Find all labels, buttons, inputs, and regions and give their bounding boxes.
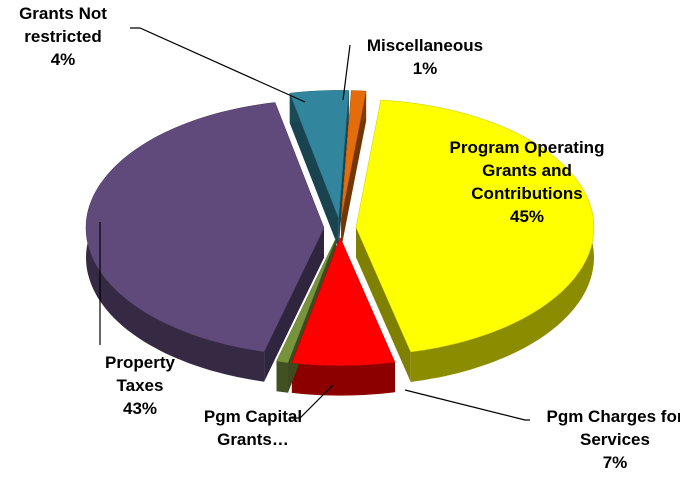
label-name: Pgm Capital Grants… bbox=[203, 407, 303, 449]
slice-label: Pgm Capital Grants… bbox=[203, 405, 303, 451]
label-name: Program Operating Grants and Contributio… bbox=[449, 138, 605, 203]
label-value: 4% bbox=[50, 50, 76, 69]
leader-line bbox=[290, 384, 334, 419]
slice bbox=[355, 99, 595, 353]
label-value: 45% bbox=[509, 207, 545, 226]
label-name: Miscellaneous bbox=[366, 36, 484, 55]
slice-face bbox=[264, 227, 324, 382]
leader-lines bbox=[99, 27, 530, 421]
slice-side bbox=[291, 362, 395, 396]
leader-line bbox=[404, 389, 530, 421]
slice-face bbox=[341, 91, 367, 249]
slice bbox=[291, 236, 396, 366]
slice-face bbox=[338, 90, 349, 249]
slice-label: Miscellaneous 1% bbox=[345, 34, 505, 80]
leader-line bbox=[342, 44, 351, 101]
leader-line bbox=[130, 27, 306, 103]
label-name: Grants Not restricted bbox=[19, 4, 107, 46]
label-value: 43% bbox=[122, 399, 158, 418]
slices bbox=[85, 90, 595, 396]
slice-side bbox=[276, 361, 288, 393]
slice-label: Program Operating Grants and Contributio… bbox=[427, 136, 627, 228]
label-name: Property Taxes bbox=[105, 353, 175, 395]
slice-face bbox=[356, 227, 411, 382]
slice-label: Grants Not restricted 4% bbox=[3, 2, 123, 71]
slice bbox=[289, 90, 350, 219]
label-name: Pgm Charges for Services bbox=[546, 407, 680, 449]
slice bbox=[276, 237, 337, 363]
slice-face bbox=[289, 93, 339, 249]
slice-label: Property Taxes 43% bbox=[90, 351, 190, 420]
label-value: 7% bbox=[602, 453, 628, 472]
label-value: 1% bbox=[412, 59, 438, 78]
slice-label: Pgm Charges for Services 7% bbox=[535, 405, 680, 474]
slice bbox=[340, 90, 367, 219]
slice bbox=[85, 102, 325, 352]
